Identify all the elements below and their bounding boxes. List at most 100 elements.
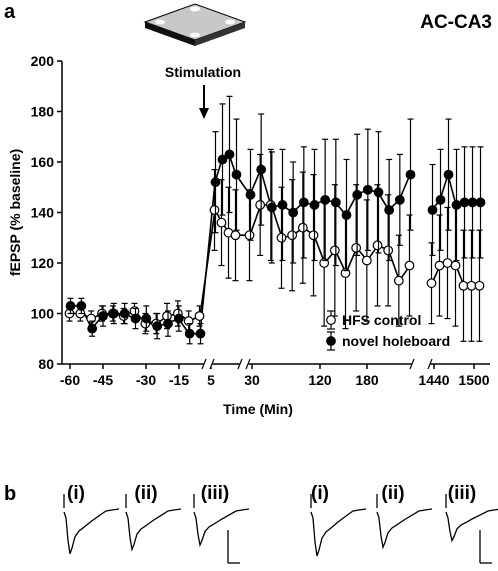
data-point-novel-holeboard bbox=[288, 207, 299, 218]
y-tick-label: 160 bbox=[31, 154, 55, 170]
data-point-novel-holeboard bbox=[394, 194, 405, 205]
fepsp-trace bbox=[310, 508, 367, 557]
y-tick-label: 180 bbox=[31, 104, 55, 120]
axis-break-gap bbox=[204, 361, 212, 367]
data-point-novel-holeboard bbox=[309, 200, 320, 210]
y-tick-label: 140 bbox=[31, 205, 55, 221]
data-point-hfs-control bbox=[450, 260, 461, 271]
data-point-novel-holeboard bbox=[435, 194, 446, 205]
trace-panel: (i) (ii) (iii) (i) (ii) (iii) bbox=[63, 483, 498, 564]
axis-break-mark bbox=[237, 358, 243, 370]
x-tick-label: 5 bbox=[207, 372, 215, 388]
data-point-novel-holeboard bbox=[459, 197, 470, 208]
trace-label: (i) bbox=[311, 483, 329, 504]
data-point-novel-holeboard bbox=[87, 323, 98, 334]
data-point-hfs-control bbox=[458, 280, 469, 291]
data-point-novel-holeboard bbox=[405, 169, 416, 180]
region-label: AC-CA3 bbox=[420, 12, 492, 33]
fepsp-trace bbox=[63, 508, 120, 555]
axis-break-gap bbox=[412, 361, 430, 367]
legend-label: HFS control bbox=[342, 312, 421, 328]
y-tick-label: 120 bbox=[31, 255, 55, 271]
legend-marker bbox=[326, 315, 336, 325]
panel-a-label: a bbox=[4, 1, 16, 23]
data-point-novel-holeboard bbox=[475, 197, 486, 208]
panel-b-label: b bbox=[4, 483, 16, 505]
x-tick-label: -15 bbox=[169, 372, 189, 388]
data-point-novel-holeboard bbox=[130, 313, 141, 324]
data-point-novel-holeboard bbox=[330, 197, 341, 208]
data-point-hfs-control bbox=[209, 205, 220, 215]
trace-label: (ii) bbox=[381, 483, 404, 504]
data-point-novel-holeboard bbox=[362, 184, 373, 195]
data-point-hfs-control bbox=[255, 200, 266, 210]
trace-label: (ii) bbox=[134, 483, 157, 504]
data-point-hfs-control bbox=[474, 280, 485, 291]
x-tick-label: 30 bbox=[244, 372, 260, 388]
data-point-hfs-control bbox=[383, 245, 394, 256]
data-point-hfs-control bbox=[442, 258, 453, 268]
data-point-novel-holeboard bbox=[298, 197, 309, 208]
legend-marker bbox=[326, 336, 336, 346]
stimulation-label: Stimulation bbox=[165, 64, 241, 80]
x-tick-label: 180 bbox=[355, 372, 379, 388]
axis-break-mark bbox=[427, 358, 433, 370]
data-point-novel-holeboard bbox=[210, 177, 221, 188]
data-point-hfs-control bbox=[426, 278, 437, 289]
data-point-hfs-control bbox=[351, 242, 362, 253]
y-tick-label: 80 bbox=[38, 356, 54, 372]
data-point-novel-holeboard bbox=[373, 187, 384, 198]
x-tick-label: 1440 bbox=[418, 372, 449, 388]
data-point-hfs-control bbox=[276, 232, 287, 243]
trace-label: (iii) bbox=[201, 483, 230, 504]
data-point-novel-holeboard bbox=[173, 313, 184, 324]
axis-break-mark bbox=[245, 358, 251, 370]
holeboard-icon bbox=[143, 3, 247, 46]
data-point-novel-holeboard bbox=[184, 328, 195, 339]
axis-break-mark bbox=[209, 358, 215, 370]
data-point-hfs-control bbox=[244, 230, 255, 241]
data-point-hfs-control bbox=[404, 260, 415, 271]
data-point-hfs-control bbox=[216, 217, 227, 228]
axis-break-mark bbox=[201, 358, 207, 370]
data-point-novel-holeboard bbox=[467, 197, 478, 208]
data-point-hfs-control bbox=[361, 255, 372, 266]
data-point-novel-holeboard bbox=[427, 205, 438, 215]
x-axis-label: Time (Min) bbox=[223, 401, 293, 417]
data-point-novel-holeboard bbox=[163, 318, 173, 329]
data-point-hfs-control bbox=[393, 275, 404, 286]
data-point-hfs-control bbox=[372, 240, 383, 251]
data-point-hfs-control bbox=[329, 245, 340, 256]
data-point-hfs-control bbox=[230, 230, 241, 241]
x-tick-label: -30 bbox=[136, 372, 156, 388]
data-point-novel-holeboard bbox=[108, 308, 119, 319]
data-point-novel-holeboard bbox=[352, 189, 363, 200]
data-point-novel-holeboard bbox=[231, 169, 242, 180]
axis-break-mark bbox=[409, 358, 415, 370]
data-point-hfs-control bbox=[308, 230, 319, 241]
data-point-hfs-control bbox=[466, 280, 477, 291]
fepsp-trace bbox=[376, 508, 433, 550]
legend-label: novel holeboard bbox=[342, 333, 450, 349]
data-point-novel-holeboard bbox=[277, 200, 288, 210]
trace-label: (i) bbox=[67, 483, 85, 504]
ltp-chart: 80 100 120 140 160 180 200 fEPSP (% baseline) -6… bbox=[7, 53, 490, 417]
data-point-novel-holeboard bbox=[119, 308, 130, 319]
y-tick-label: 100 bbox=[31, 306, 55, 322]
data-point-novel-holeboard bbox=[224, 149, 235, 160]
data-point-novel-holeboard bbox=[98, 311, 108, 321]
x-tick-label: 120 bbox=[308, 372, 332, 388]
fepsp-trace bbox=[193, 508, 250, 548]
fepsp-trace bbox=[445, 508, 498, 543]
data-point-hfs-control bbox=[287, 230, 298, 241]
x-tick-label: -45 bbox=[93, 372, 113, 388]
stimulation-arrow bbox=[199, 85, 209, 119]
data-point-novel-holeboard bbox=[195, 328, 206, 339]
data-point-novel-holeboard bbox=[443, 169, 454, 180]
x-tick-label: -60 bbox=[60, 372, 80, 388]
data-point-novel-holeboard bbox=[217, 154, 228, 165]
data-point-hfs-control bbox=[434, 260, 445, 271]
data-point-novel-holeboard bbox=[76, 301, 87, 311]
data-point-hfs-control bbox=[297, 222, 308, 233]
